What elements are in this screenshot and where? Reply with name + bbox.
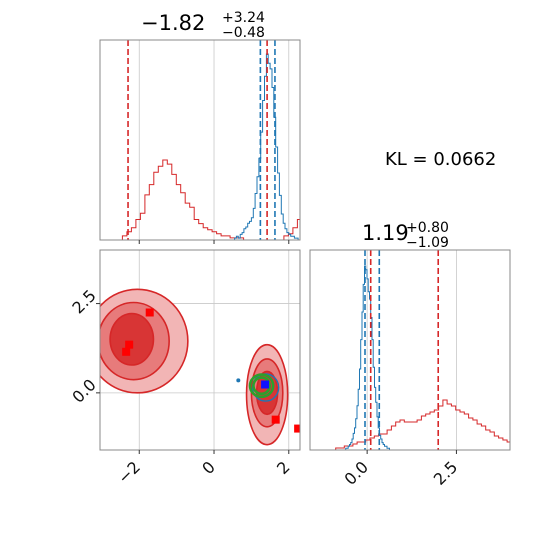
x-tick-label: 2: [273, 457, 294, 478]
green-contour: [248, 373, 275, 399]
red-marker: [122, 347, 131, 356]
y-tick-label: 2.5: [68, 286, 99, 317]
histogram-param2-panel: 0.0 2.5: [309, 249, 511, 489]
red-marker: [271, 415, 280, 424]
blue-marker: [261, 380, 270, 389]
x-tick-label: 0.0: [341, 457, 372, 488]
red-marker: [294, 424, 300, 433]
blue-histogram: [234, 53, 299, 240]
param2-median: 1.19: [362, 221, 409, 245]
red-marker: [125, 340, 134, 349]
param2-upper: +0.80: [406, 220, 449, 236]
contours: [94, 288, 300, 446]
histograms: [310, 265, 510, 450]
param1-upper: +3.24: [222, 10, 265, 26]
blue-histogram: [345, 265, 390, 450]
top-panel-frame: [99, 39, 301, 241]
y-tick-label: 0.0: [68, 375, 99, 406]
histograms: [100, 53, 300, 240]
kl-annotation: KL = 0.0662: [385, 149, 496, 170]
blue-point: [236, 378, 241, 383]
param1-title: −1.82: [141, 11, 205, 35]
x-tick-label: 2.5: [430, 457, 461, 488]
param1-median: −1.82: [141, 11, 205, 35]
red-contour-dark: [109, 312, 155, 366]
param2-lower: −1.09: [406, 235, 449, 251]
joint-contour-panel: −2 0 2 0.0 2.5: [68, 249, 301, 488]
x-tick-label: 0: [198, 457, 219, 478]
green-contour: [252, 376, 271, 396]
x-tick-label: −2: [114, 457, 144, 487]
red-histogram: [100, 159, 300, 240]
red-histogram: [310, 399, 510, 450]
param2-title: 1.19: [362, 221, 409, 245]
histogram-param1-panel: [99, 39, 301, 244]
joint-panel-frame: [99, 249, 301, 451]
param1-lower: −0.48: [222, 25, 265, 41]
right-panel-frame: [309, 249, 511, 451]
scatter-point: [94, 331, 96, 333]
red-marker: [145, 308, 154, 317]
